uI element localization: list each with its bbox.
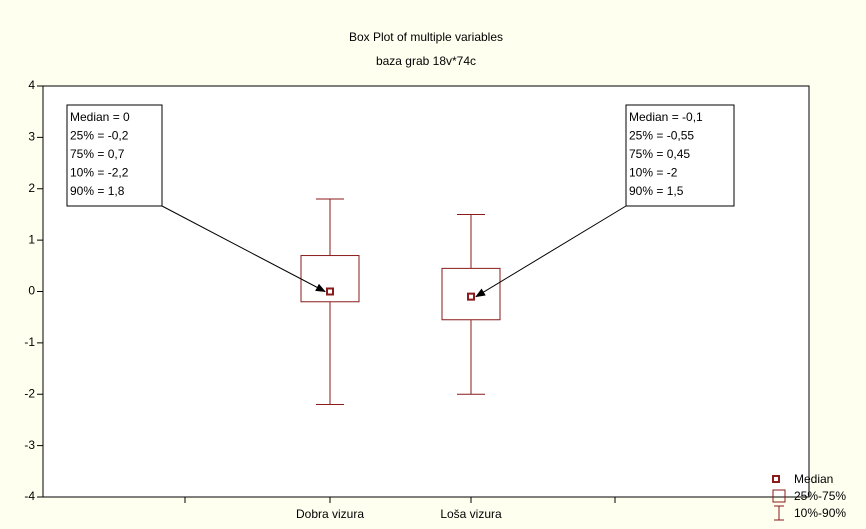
annotation-box xyxy=(625,104,735,207)
annotation-arrow xyxy=(475,205,627,298)
legend-label: 10%-90% xyxy=(794,506,846,520)
legend-median-marker xyxy=(772,475,780,483)
median-marker xyxy=(467,292,475,301)
chart-subtitle: baza grab 18v*74c xyxy=(376,54,476,68)
legend-label: Median xyxy=(794,472,833,486)
y-tick-label: -2 xyxy=(24,386,35,400)
annotation-arrow xyxy=(161,205,326,292)
annotation-text: 25% = -0,55 xyxy=(629,129,694,143)
x-tick-label: Dobra vizura xyxy=(296,507,364,521)
annotation-box xyxy=(66,104,163,207)
annotation-text: 75% = 0,7 xyxy=(70,147,125,161)
y-tick-label: 1 xyxy=(28,232,35,246)
annotation-text: Median = -0,1 xyxy=(629,110,703,124)
annotation-text: 25% = -0,2 xyxy=(70,129,129,143)
legend-box xyxy=(772,489,786,503)
x-tick-label: Loša vizura xyxy=(440,507,502,521)
chart-title: Box Plot of multiple variables xyxy=(349,30,503,44)
annotation-text: 90% = 1,5 xyxy=(629,184,684,198)
y-tick-label: 2 xyxy=(28,181,35,195)
y-tick-label: -4 xyxy=(24,489,35,503)
y-tick-label: 4 xyxy=(28,78,35,92)
annotation-text: Median = 0 xyxy=(70,110,130,124)
median-marker xyxy=(326,287,334,296)
y-tick-label: -3 xyxy=(24,438,35,452)
y-tick-label: 0 xyxy=(28,284,35,298)
legend-label: 25%-75% xyxy=(794,489,846,503)
y-tick-label: -1 xyxy=(24,335,35,349)
annotation-text: 90% = 1,8 xyxy=(70,184,125,198)
annotation-text: 10% = -2,2 xyxy=(70,166,129,180)
y-tick-label: 3 xyxy=(28,130,35,144)
box xyxy=(441,267,501,321)
annotation-text: 10% = -2 xyxy=(629,166,678,180)
annotation-text: 75% = 0,45 xyxy=(629,147,690,161)
